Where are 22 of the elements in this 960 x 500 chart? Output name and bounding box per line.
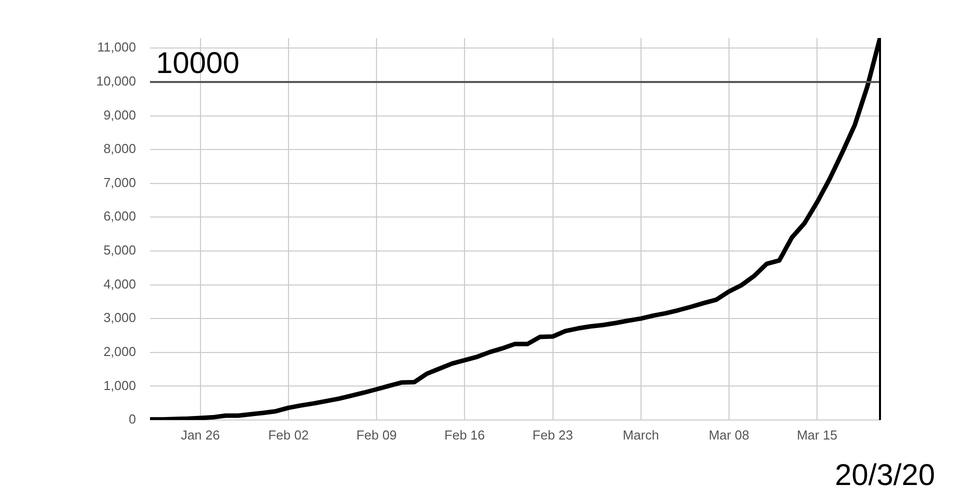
x-tick-label: Feb 23 <box>532 427 573 442</box>
y-tick-label: 1,000 <box>103 378 136 393</box>
y-tick-label: 7,000 <box>103 174 136 190</box>
x-tick-label: Feb 16 <box>444 427 485 442</box>
x-tick-label: Jan 26 <box>180 427 220 442</box>
y-tick-label: 0 <box>128 412 136 427</box>
x-tick-label: Feb 09 <box>356 427 397 442</box>
y-tick-label: 9,000 <box>103 107 136 122</box>
y-tick-label: 10,000 <box>96 74 136 89</box>
x-tick-label: March <box>622 427 659 442</box>
y-tick-label: 6,000 <box>103 208 136 224</box>
y-tick-label: 3,000 <box>103 310 136 326</box>
y-tick-label: 5,000 <box>103 242 136 258</box>
x-tick-label: Mar 15 <box>796 427 838 442</box>
ref-line-label: 20/3/20 <box>834 459 935 492</box>
x-tick-label: Mar 08 <box>708 427 750 442</box>
y-tick-label: 2,000 <box>103 344 136 359</box>
x-tick-label: Feb 02 <box>268 427 309 442</box>
ref-line-label: 10000 <box>156 47 240 80</box>
y-tick-label: 4,000 <box>103 276 136 292</box>
y-tick-label: 11,000 <box>97 40 136 55</box>
y-tick-label: 8,000 <box>103 141 136 156</box>
